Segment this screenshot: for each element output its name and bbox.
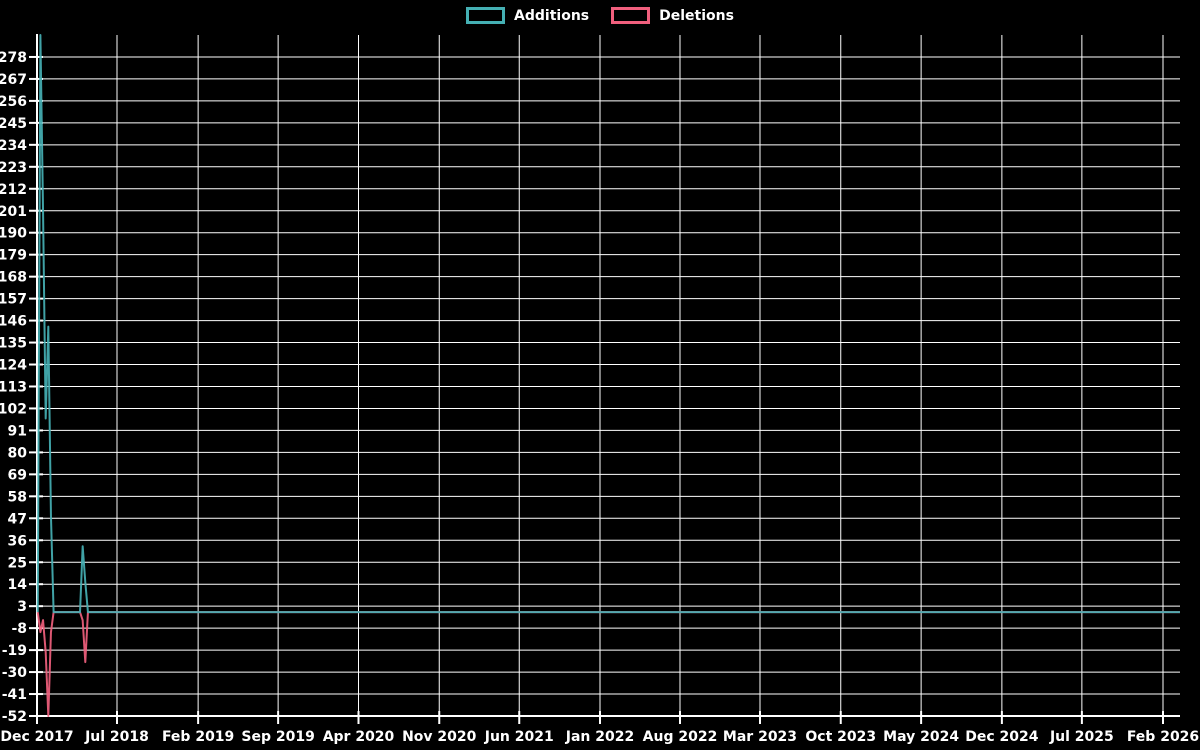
y-tick-label: 25 — [8, 555, 27, 571]
x-tick-label: Jun 2021 — [484, 729, 554, 745]
y-tick-label: 179 — [0, 248, 27, 264]
y-tick-label: 124 — [0, 358, 27, 374]
y-tick-label: 91 — [8, 423, 27, 439]
x-tick-label: Dec 2024 — [965, 729, 1039, 745]
x-tick-label: Jan 2022 — [565, 729, 634, 745]
legend-label: Additions — [514, 7, 590, 24]
y-tick-label: 80 — [8, 445, 28, 461]
x-tick-label: Jul 2018 — [84, 729, 149, 745]
y-tick-label: 234 — [0, 138, 27, 154]
y-tick-label: 168 — [0, 270, 27, 286]
y-tick-label: 190 — [0, 226, 27, 242]
y-tick-label: 135 — [0, 336, 27, 352]
legend-item-deletions[interactable]: Deletions — [611, 7, 734, 24]
chart-legend: Additions Deletions — [0, 7, 1200, 24]
series-line-deletions — [36, 611, 1180, 717]
x-tick-label: Apr 2020 — [323, 729, 395, 745]
x-tick-label: May 2024 — [883, 729, 959, 745]
y-tick-label: -41 — [2, 687, 27, 703]
y-tick-label: 267 — [0, 72, 27, 88]
y-tick-label: 113 — [0, 380, 27, 396]
y-tick-label: 3 — [17, 599, 27, 615]
series-line-additions — [36, 34, 1180, 614]
y-tick-label: 201 — [0, 204, 27, 220]
x-tick-label: Aug 2022 — [643, 729, 718, 745]
x-tick-label: Dec 2017 — [0, 729, 73, 745]
y-tick-label: -30 — [2, 665, 28, 681]
x-tick-label: Nov 2020 — [402, 729, 477, 745]
y-tick-label: 256 — [0, 94, 27, 110]
x-tick-label: Feb 2019 — [162, 729, 234, 745]
y-tick-label: 245 — [0, 116, 27, 132]
y-tick-label: 36 — [8, 533, 27, 549]
y-tick-label: 47 — [8, 511, 27, 527]
x-tick-label: Mar 2023 — [723, 729, 797, 745]
x-tick-label: Feb 2026 — [1127, 729, 1199, 745]
y-tick-label: 102 — [0, 401, 27, 417]
x-tick-label: Sep 2019 — [241, 729, 314, 745]
y-tick-label: 278 — [0, 50, 27, 66]
y-tick-label: 223 — [0, 160, 27, 176]
legend-item-additions[interactable]: Additions — [466, 7, 589, 24]
legend-swatch-icon — [611, 7, 651, 24]
legend-label: Deletions — [659, 7, 734, 24]
y-tick-label: -19 — [2, 643, 27, 659]
y-tick-label: 69 — [8, 467, 27, 483]
legend-swatch-icon — [466, 7, 506, 24]
y-tick-label: -8 — [11, 621, 27, 637]
y-tick-label: -52 — [2, 709, 27, 725]
x-tick-label: Oct 2023 — [805, 729, 876, 745]
y-tick-label: 58 — [8, 489, 27, 505]
y-tick-label: 212 — [0, 182, 27, 198]
y-tick-label: 157 — [0, 292, 27, 308]
x-tick-label: Jul 2025 — [1049, 729, 1114, 745]
y-tick-label: 146 — [0, 314, 27, 330]
y-tick-label: 14 — [8, 577, 28, 593]
